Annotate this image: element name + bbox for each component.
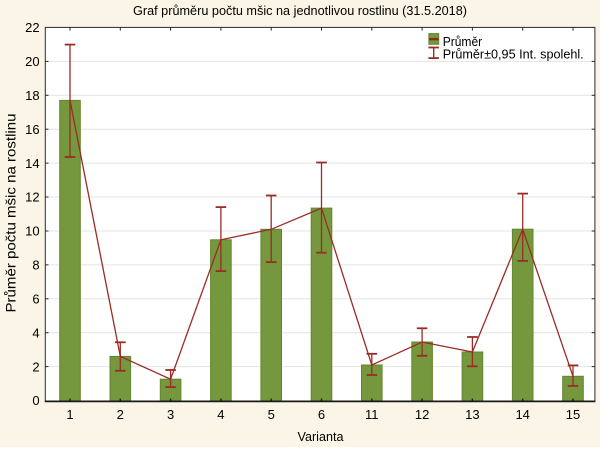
svg-text:3: 3 xyxy=(167,407,174,422)
svg-text:11: 11 xyxy=(365,407,379,422)
svg-text:6: 6 xyxy=(32,292,39,307)
svg-text:14: 14 xyxy=(25,156,39,171)
svg-text:10: 10 xyxy=(25,224,39,239)
svg-text:22: 22 xyxy=(25,20,39,35)
svg-text:4: 4 xyxy=(217,407,224,422)
svg-text:5: 5 xyxy=(268,407,275,422)
svg-text:4: 4 xyxy=(32,325,39,340)
svg-text:13: 13 xyxy=(465,407,479,422)
svg-text:14: 14 xyxy=(515,407,529,422)
svg-text:Graf průměru počtu mšic na jed: Graf průměru počtu mšic na jednotlivou r… xyxy=(133,3,467,18)
svg-text:12: 12 xyxy=(415,407,429,422)
svg-text:18: 18 xyxy=(25,88,39,103)
svg-text:2: 2 xyxy=(32,359,39,374)
svg-text:12: 12 xyxy=(25,190,39,205)
svg-text:Průměr počtu mšic na rostlinu: Průměr počtu mšic na rostlinu xyxy=(3,114,19,313)
svg-text:1: 1 xyxy=(66,407,73,422)
svg-text:15: 15 xyxy=(566,407,580,422)
svg-text:8: 8 xyxy=(32,258,39,273)
svg-text:0: 0 xyxy=(32,393,39,408)
svg-text:Průměr: Průměr xyxy=(443,34,483,49)
svg-text:Varianta: Varianta xyxy=(298,429,345,444)
svg-text:6: 6 xyxy=(318,407,325,422)
svg-text:2: 2 xyxy=(117,407,124,422)
svg-text:20: 20 xyxy=(25,54,39,69)
svg-text:16: 16 xyxy=(25,122,39,137)
svg-text:Průměr±0,95 Int. spolehl.: Průměr±0,95 Int. spolehl. xyxy=(443,47,584,62)
